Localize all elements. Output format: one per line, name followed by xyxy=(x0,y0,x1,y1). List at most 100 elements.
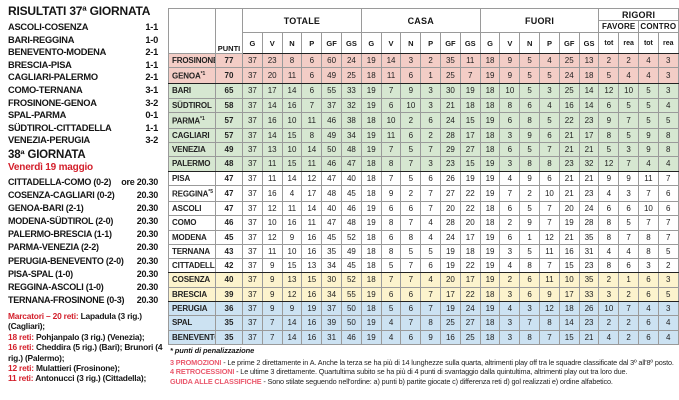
stat-cell: 18 xyxy=(479,52,501,69)
stat-cell: 9 xyxy=(400,83,422,99)
stat-cell: 37 xyxy=(242,329,263,345)
stat-cell: 7 xyxy=(400,215,422,231)
stat-cell: 9 xyxy=(281,301,303,317)
fixture-time: 20.30 xyxy=(136,268,159,279)
stat-cell: 30 xyxy=(321,272,342,288)
rigori-cell: 6 xyxy=(657,200,679,217)
stat-cell: 14 xyxy=(578,97,600,113)
stat-cell: 16 xyxy=(301,315,323,331)
col-header-p: P xyxy=(420,32,442,54)
note-line: 4 RETROCESSIONI - Le ultime 3 direttamen… xyxy=(170,367,677,376)
stat-cell: 3 xyxy=(519,301,541,317)
stat-cell: 14 xyxy=(558,315,580,331)
stat-cell: 15 xyxy=(281,258,303,274)
stat-cell: 11 xyxy=(281,200,303,217)
stat-cell: 6 xyxy=(400,127,422,144)
stat-cell: 13 xyxy=(578,52,600,69)
fixture-teams: PALERMO-BRESCIA (1-1) xyxy=(8,229,112,240)
stat-cell: 50 xyxy=(340,315,362,331)
stat-cell: 3 xyxy=(499,156,521,172)
col-header-tot: tot xyxy=(598,32,620,54)
standings-row: REGGINA*5 47 37 16 4 17 48 45 18 9 2 7 27 22 19 7 2 10 21 2… xyxy=(168,184,679,202)
stat-cell: 19 xyxy=(360,142,382,158)
stat-cell: 8 xyxy=(519,258,541,274)
stat-cell: 7 xyxy=(420,301,442,317)
rigori-cell: 9 xyxy=(598,111,620,129)
stat-cell: 17 xyxy=(578,127,600,144)
stat-cell: 37 xyxy=(242,127,263,144)
result-teams: BRESCIA-PISA xyxy=(8,59,72,70)
standings-row: SPAL 35 37 7 14 16 39 50 19 4 7 8 25 27 18 3 7 8 14 23 2 2 6 4 xyxy=(168,315,679,331)
stat-cell: 19 xyxy=(479,272,501,288)
rigori-cell: 3 xyxy=(657,272,679,288)
stat-cell: 3 xyxy=(420,97,442,113)
note-text: - Sono stilate seguendo nell'ordine: a) … xyxy=(261,376,613,386)
stat-cell: 37 xyxy=(242,215,263,231)
stat-cell: 23 xyxy=(578,315,600,331)
stat-cell: 23 xyxy=(261,52,283,69)
result-score: 3-2 xyxy=(145,135,158,146)
stat-cell: 19 xyxy=(440,301,461,317)
stat-cell: 50 xyxy=(340,301,362,317)
standings-row: SÜDTIROL 58 37 14 16 7 37 32 19 6 10 3 21 18 18 8 6 4 16 14… xyxy=(168,97,679,113)
result-teams: VENEZIA-PERUGIA xyxy=(8,135,90,146)
stat-cell: 19 xyxy=(360,215,382,231)
stat-cell: 27 xyxy=(440,184,461,202)
scorer-count: 18 reti: xyxy=(8,331,34,342)
fixture-row: COSENZA-CAGLIARI (0-2) 20.30 xyxy=(8,189,158,202)
stat-cell: 18 xyxy=(360,258,382,274)
stat-cell: 20 xyxy=(558,200,580,217)
result-row: VENEZIA-PERUGIA 3-2 xyxy=(8,134,158,147)
rigori-cell: 10 xyxy=(598,301,620,317)
stat-cell: 7 xyxy=(380,142,402,158)
stat-cell: 32 xyxy=(578,156,600,172)
stat-cell: 23 xyxy=(558,156,580,172)
result-row: FROSINONE-GENOA 3-2 xyxy=(8,97,158,110)
col-header-v: V xyxy=(261,32,283,54)
fixture-teams: TERNANA-FROSINONE (0-3) xyxy=(8,294,125,305)
stat-cell: 6 xyxy=(420,258,442,274)
stat-cell: 24 xyxy=(340,52,362,69)
stat-cell: 7 xyxy=(301,97,323,113)
stat-cell: 5 xyxy=(519,243,541,260)
scorer-names: Pohjanpalo (3 rig.) (Venezia); xyxy=(33,331,145,342)
stat-cell: 19 xyxy=(479,184,501,202)
stat-cell: 11 xyxy=(301,215,323,231)
fixture-time: 20.30 xyxy=(136,281,159,292)
stat-cell: 24 xyxy=(578,200,600,217)
stat-cell: 3 xyxy=(499,329,521,345)
rigori-cell: 7 xyxy=(657,170,679,186)
rigori-cell: 2 xyxy=(618,52,640,69)
stat-cell: 46 xyxy=(321,156,342,172)
stat-cell: 11 xyxy=(281,67,303,85)
stat-cell: 8 xyxy=(519,156,541,172)
scorer-count: 11 reti: xyxy=(8,373,34,384)
points-value: 46 xyxy=(215,215,243,231)
stat-cell: 10 xyxy=(558,272,580,288)
team-name: FROSINONE xyxy=(168,52,216,69)
stat-cell: 18 xyxy=(360,243,382,260)
stat-cell: 19 xyxy=(479,258,501,274)
standings-row: BARI 65 37 17 14 6 55 33 19 7 9 3 30 19 18 10 5 3 25 14 12 10… xyxy=(168,83,679,99)
result-score: 1-0 xyxy=(145,34,158,45)
rigori-cell: 8 xyxy=(657,142,679,158)
stat-cell: 18 xyxy=(558,301,580,317)
stat-cell: 11 xyxy=(261,170,283,186)
stat-cell: 19 xyxy=(479,229,501,245)
fixture-time: 20.30 xyxy=(136,294,159,305)
stat-cell: 18 xyxy=(479,127,501,144)
rigori-cell: 12 xyxy=(598,156,620,172)
stat-cell: 15 xyxy=(558,258,580,274)
result-teams: SPAL-PARMA xyxy=(8,110,67,121)
stat-cell: 29 xyxy=(440,142,461,158)
rigori-cell: 6 xyxy=(598,200,620,217)
stat-cell: 8 xyxy=(380,156,402,172)
rigori-cell: 8 xyxy=(598,127,620,144)
stat-cell: 16 xyxy=(261,184,283,202)
scorer-line: 16 reti: Cheddira (5 rig.) (Bari); Bruno… xyxy=(8,342,163,363)
result-score: 2-1 xyxy=(145,47,158,58)
rigori-cell: 8 xyxy=(657,127,679,144)
stat-cell: 12 xyxy=(281,286,303,303)
col-header-p: P xyxy=(539,32,560,54)
